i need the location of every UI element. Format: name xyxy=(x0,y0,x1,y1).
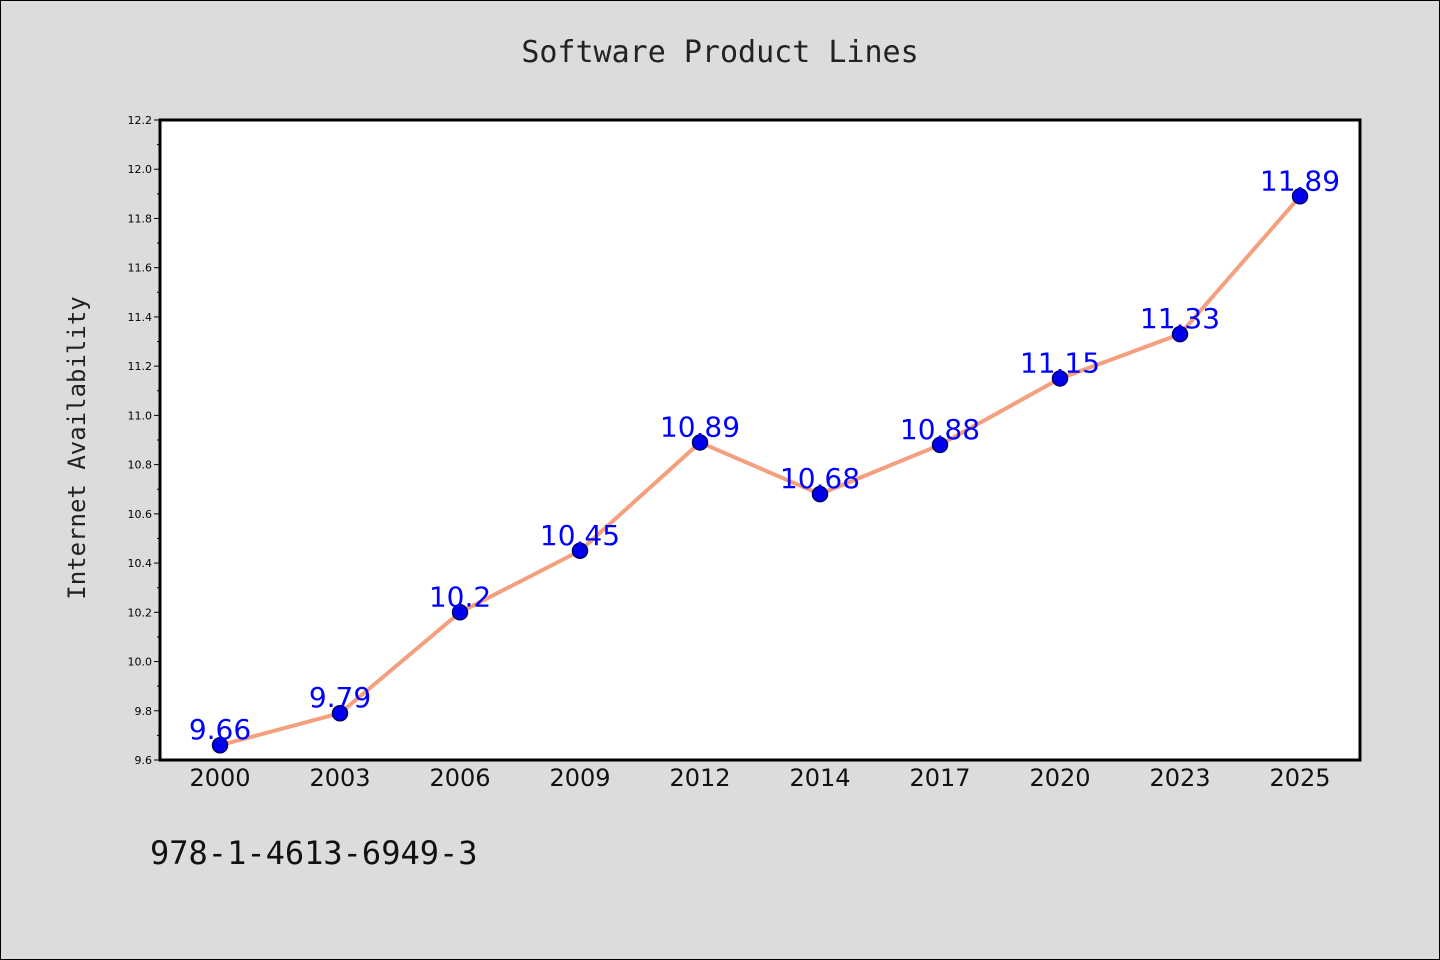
data-point xyxy=(451,604,469,621)
footnote-code: 978-1-4613-6949-3 xyxy=(150,834,478,872)
data-label: 10.88 xyxy=(900,413,980,446)
data-point xyxy=(931,436,949,454)
data-point xyxy=(1051,370,1069,387)
data-point xyxy=(691,434,709,451)
x-tick-label: 2009 xyxy=(549,764,610,792)
series-line xyxy=(218,194,1302,748)
plot-area xyxy=(160,120,1360,760)
y-tick-label: 11.4 xyxy=(128,311,153,324)
y-tick-label: 10.8 xyxy=(128,459,153,472)
y-tick-label: 10.4 xyxy=(128,557,153,570)
x-axis: 2000 2003 2006 2009 2012 2014 2017 2020 2023 2025 xyxy=(189,764,1330,792)
x-tick-label: 2023 xyxy=(1149,764,1210,792)
y-tick-label: 12.0 xyxy=(128,163,153,176)
y-tick-label: 9.6 xyxy=(135,754,153,767)
data-label: 10.45 xyxy=(540,519,620,552)
data-label: 11.15 xyxy=(1020,346,1100,379)
y-axis-label: Internet Availability xyxy=(63,296,91,599)
series-0 xyxy=(211,188,1309,754)
data-point xyxy=(571,542,589,560)
y-tick-label: 11.6 xyxy=(128,262,153,275)
x-tick-label: 2000 xyxy=(189,764,250,792)
data-label: 10.68 xyxy=(780,462,860,495)
x-tick-label: 2025 xyxy=(1269,764,1330,792)
data-label: 11.89 xyxy=(1260,164,1340,197)
data-label: 10.2 xyxy=(429,580,491,613)
x-tick-label: 2006 xyxy=(429,764,490,792)
data-label: 11.33 xyxy=(1140,302,1220,335)
x-tick-label: 2017 xyxy=(909,764,970,792)
data-label: 9.66 xyxy=(189,713,251,746)
plot-frame xyxy=(158,118,1362,762)
x-tick-label: 2003 xyxy=(309,764,370,792)
data-point xyxy=(1171,325,1189,343)
data-label: 9.79 xyxy=(309,681,371,714)
y-tick-label: 11.2 xyxy=(128,360,153,373)
data-point xyxy=(1291,188,1309,205)
data-point xyxy=(811,485,829,503)
y-axis: 9.6 9.8 10.0 10.2 10.4 10.6 10.8 11.0 11.2 11.4 11… xyxy=(128,114,160,767)
y-tick-label: 10.6 xyxy=(128,508,153,521)
y-tick-label: 10.0 xyxy=(128,656,153,669)
data-labels: 9.66 9.79 10.2 10.45 10.89 10.68 10.88 11.15 11.… xyxy=(189,164,1340,746)
y-tick-label: 9.8 xyxy=(135,705,153,718)
data-point xyxy=(211,736,229,754)
data-label: 10.89 xyxy=(660,410,740,443)
chart-title: Software Product Lines xyxy=(521,35,918,70)
data-point xyxy=(331,704,349,722)
y-tick-label: 11.0 xyxy=(128,409,153,422)
y-tick-label: 11.8 xyxy=(128,212,153,225)
y-tick-label: 12.2 xyxy=(128,114,153,127)
y-tick-label: 10.2 xyxy=(128,606,153,619)
x-tick-label: 2012 xyxy=(669,764,730,792)
x-tick-label: 2014 xyxy=(789,764,850,792)
x-tick-label: 2020 xyxy=(1029,764,1090,792)
